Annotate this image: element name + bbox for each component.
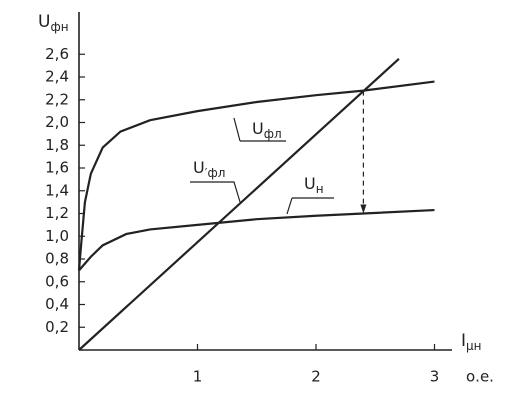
arrow-head [360,204,367,214]
series-label: Uфл [252,119,282,141]
leader [233,117,286,142]
leader [286,197,334,215]
x-tick-label: 2 [311,368,321,386]
y-tick-label: 1,6 [45,159,69,177]
series-label: Uн [304,174,324,196]
y-tick-label: 0,6 [45,272,69,290]
line-series [77,80,435,271]
y-axis-label: Uфн [38,12,69,34]
line-series [78,57,400,351]
y-tick-label: 1,4 [45,181,69,199]
y-tick-label: 1,0 [45,227,69,245]
x-unit: о.е. [466,368,494,386]
x-tick-label: 3 [430,368,440,386]
line-series [78,208,435,272]
y-tick-label: 1,8 [45,136,69,154]
y-tick-label: 0,4 [45,295,69,313]
y-tick-label: 2,0 [45,113,69,131]
leader [190,181,241,203]
y-tick-label: 1,2 [45,204,69,222]
x-axis-label: Iμн [461,331,482,353]
x-tick-label: 1 [193,368,203,386]
y-tick-label: 2,4 [45,68,69,86]
y-tick-label: 0,2 [45,318,69,336]
y-tick-label: 0,8 [45,250,69,268]
y-tick-label: 2,6 [45,45,69,63]
y-tick-label: 2,2 [45,90,69,108]
series-label: U′фл [193,158,225,180]
